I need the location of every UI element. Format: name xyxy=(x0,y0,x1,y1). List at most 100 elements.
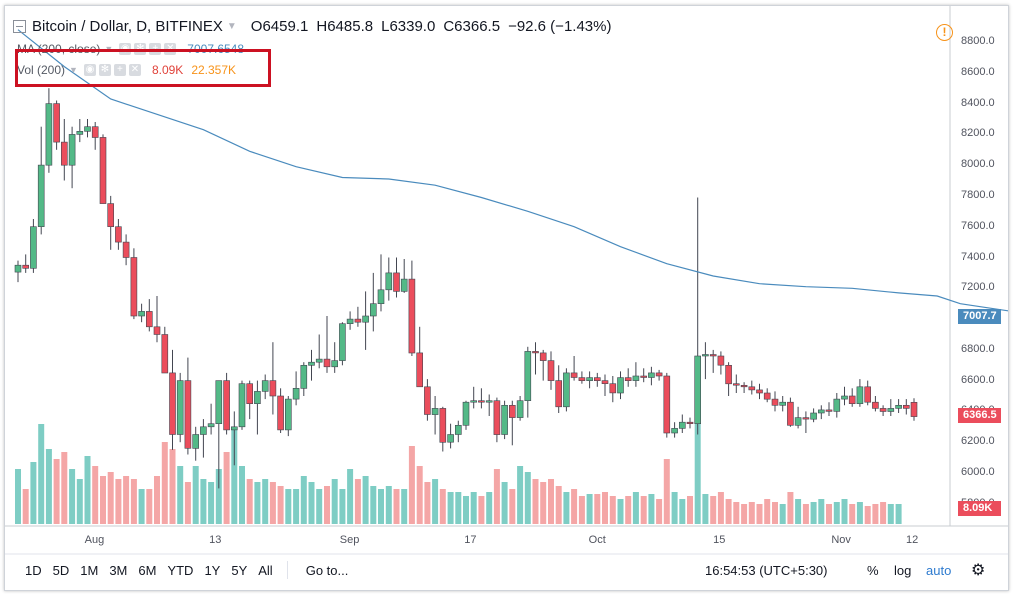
volume-bar xyxy=(795,499,802,524)
chart-canvas[interactable] xyxy=(5,6,1008,590)
candle-body xyxy=(655,372,663,377)
candle-body xyxy=(547,360,555,381)
timeframe-all[interactable]: All xyxy=(258,562,273,578)
volume-bar xyxy=(308,482,315,524)
candle-body xyxy=(424,386,431,415)
candle-body xyxy=(161,334,169,374)
price-tick-label: 8000.0 xyxy=(961,158,995,171)
candle-body xyxy=(254,391,261,404)
candle-body xyxy=(68,134,76,166)
candle-body xyxy=(346,318,354,325)
volume-bar xyxy=(38,424,45,524)
volume-bar xyxy=(548,479,554,524)
chevron-down-icon[interactable]: ▼ xyxy=(226,20,237,32)
timeframe-ytd[interactable]: YTD xyxy=(167,562,194,578)
candle-body xyxy=(22,264,30,269)
volume-bar xyxy=(246,479,253,524)
volume-bar xyxy=(509,489,516,524)
eye-icon[interactable]: ◉ xyxy=(83,64,96,76)
timeframe-5y[interactable]: 5Y xyxy=(231,562,248,578)
volume-bar xyxy=(586,494,593,524)
candle-body xyxy=(53,103,60,143)
volume-bar xyxy=(787,492,794,524)
volume-bar xyxy=(493,469,500,524)
volume-bar xyxy=(161,442,168,524)
candle-body xyxy=(532,351,539,354)
volume-bar xyxy=(285,489,292,524)
volume-bar xyxy=(617,499,624,524)
candle-body xyxy=(671,428,678,434)
volume-bar xyxy=(826,504,832,524)
timeframe-3m[interactable]: 3M xyxy=(109,562,128,578)
time-tick-label: Aug xyxy=(84,534,105,546)
volume-bar xyxy=(53,459,60,524)
volume-bar xyxy=(15,469,21,524)
candle-body xyxy=(601,380,609,385)
volume-bar xyxy=(447,492,454,524)
volume-bar xyxy=(880,502,887,524)
candle-body xyxy=(231,426,238,431)
candle-body xyxy=(848,395,856,404)
log-toggle[interactable]: log xyxy=(894,562,912,578)
warning-icon[interactable]: ! xyxy=(936,24,953,41)
candle-body xyxy=(825,409,833,412)
volume-bar xyxy=(872,504,879,524)
goto-button[interactable]: Go to... xyxy=(305,562,349,578)
candle-body xyxy=(284,398,292,431)
candle-body xyxy=(632,375,640,381)
price-tick-label: 8400.0 xyxy=(961,96,995,109)
volume-bar xyxy=(679,499,686,524)
timeframe-6m[interactable]: 6M xyxy=(138,562,157,578)
timeframe-1y[interactable]: 1Y xyxy=(204,562,221,578)
chevron-down-icon[interactable]: ▼ xyxy=(69,65,78,75)
volume-bar xyxy=(184,482,191,524)
low-value: L6339.0 xyxy=(381,18,435,35)
candle-body xyxy=(107,203,114,228)
price-tick-label: 6800.0 xyxy=(961,342,995,355)
volume-bar xyxy=(401,489,408,524)
vol-value-2: 22.357K xyxy=(191,63,237,77)
symbol-title[interactable]: Bitcoin / Dollar, D, BITFINEX xyxy=(32,17,223,35)
volume-bar xyxy=(254,482,261,524)
candle-body xyxy=(841,395,848,400)
timeframe-5d[interactable]: 5D xyxy=(52,562,70,578)
volume-bar xyxy=(710,496,717,524)
plot-background xyxy=(5,6,1008,554)
candle-body xyxy=(439,408,447,443)
candle-body xyxy=(802,417,810,420)
open-value: O6459.1 xyxy=(251,18,309,35)
volume-bar xyxy=(663,459,670,524)
candle-body xyxy=(555,380,563,408)
candle-body xyxy=(246,383,253,405)
gear-icon[interactable]: ⚙ xyxy=(971,562,986,579)
candle-body xyxy=(810,412,817,420)
candle-body xyxy=(478,400,485,403)
close-label: C xyxy=(443,17,455,35)
volume-bar xyxy=(92,466,99,524)
volume-bar xyxy=(602,492,608,524)
collapse-icon[interactable] xyxy=(13,19,26,33)
close-icon[interactable]: ✕ xyxy=(128,64,141,76)
volume-bar xyxy=(416,466,423,524)
candle-body xyxy=(895,404,902,409)
timeframe-1m[interactable]: 1M xyxy=(80,562,99,578)
percent-toggle[interactable]: % xyxy=(867,562,879,578)
auto-toggle[interactable]: auto xyxy=(926,562,952,578)
volume-bar xyxy=(632,492,639,524)
timeframe-1d[interactable]: 1D xyxy=(25,562,42,578)
time-tick-label: 12 xyxy=(906,534,919,546)
volume-bar xyxy=(772,502,778,524)
clock-display[interactable]: 16:54:53 (UTC+5:30) xyxy=(705,562,828,578)
volume-bar xyxy=(277,486,284,524)
volume-bar xyxy=(354,479,361,524)
volume-bar xyxy=(22,489,29,524)
vol-legend[interactable]: Vol (200) ▼ ◉ ✻ + ✕ 8.09K 22.357K xyxy=(17,62,236,78)
change-value: −92.6 (−1.43%) xyxy=(508,17,612,35)
price-tick-label: 8600.0 xyxy=(961,65,995,78)
candle-body xyxy=(385,272,393,291)
candle-body xyxy=(686,421,694,425)
candle-body xyxy=(153,326,161,335)
gear-icon[interactable]: ✻ xyxy=(98,64,111,76)
more-icon[interactable]: + xyxy=(113,64,126,76)
candle-body xyxy=(91,126,99,138)
